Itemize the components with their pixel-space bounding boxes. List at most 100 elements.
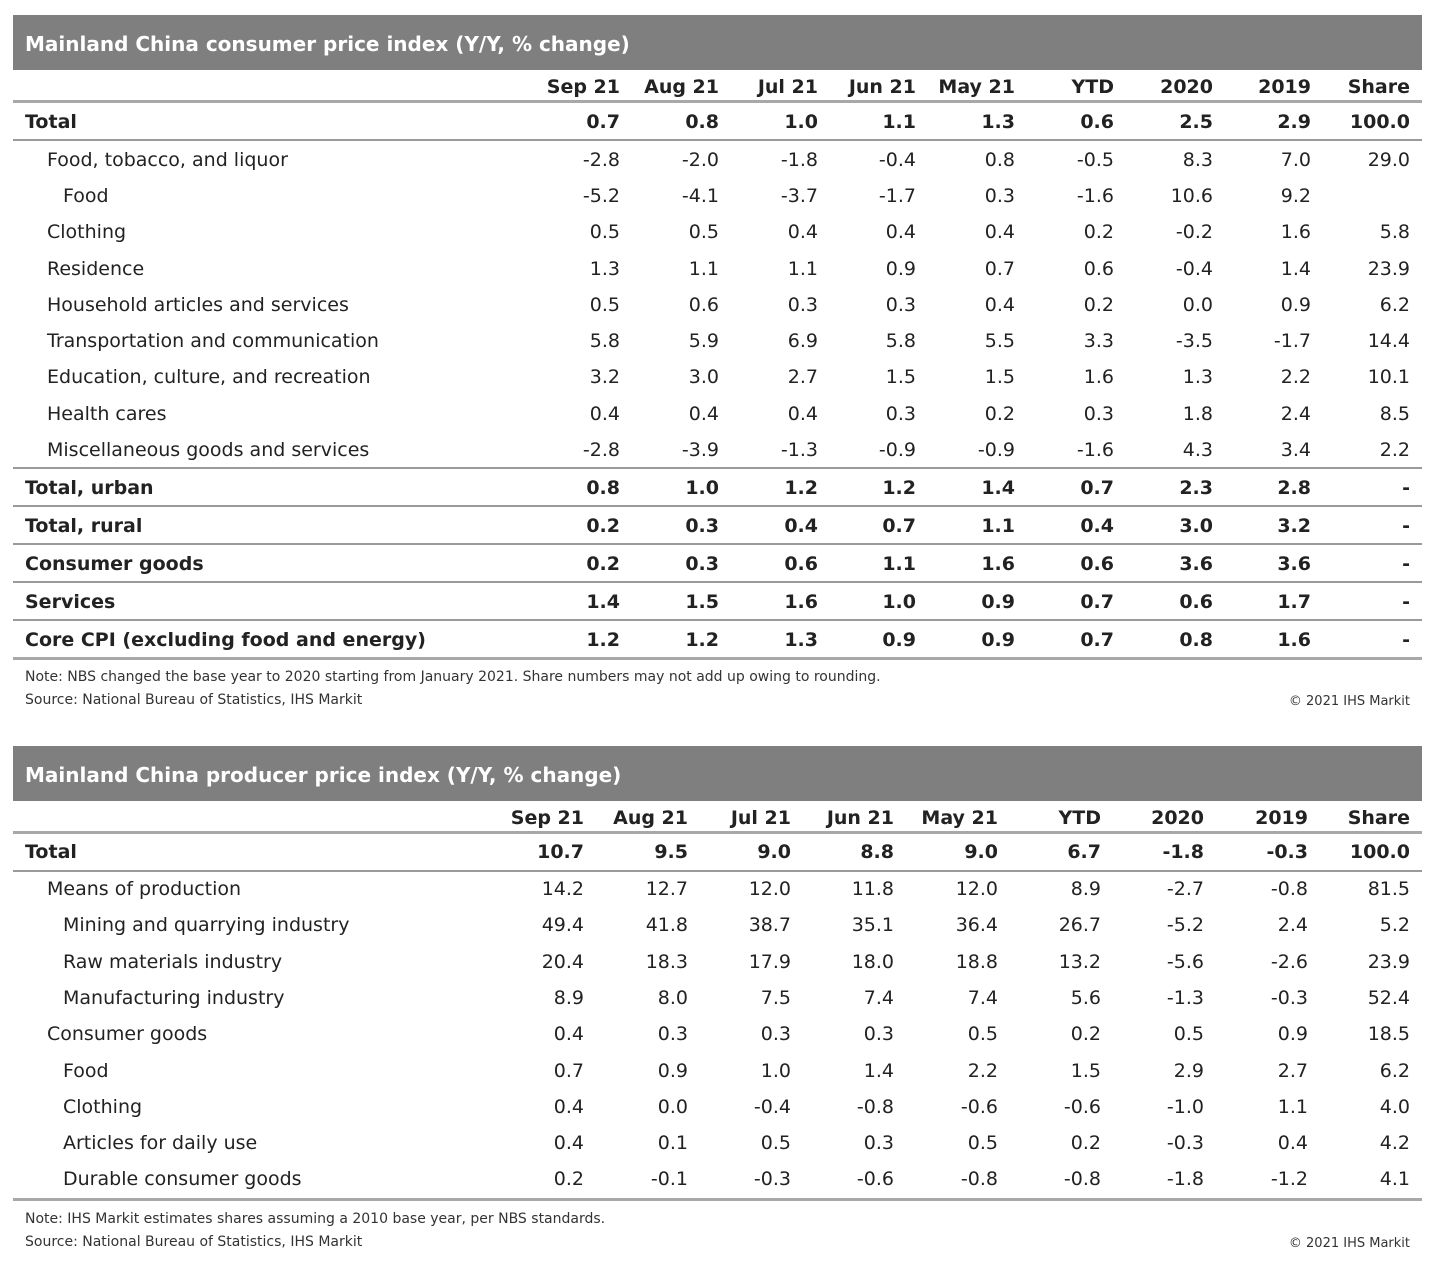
cpi-table-cell: 5.8 xyxy=(1379,221,1410,243)
ppi-table-cell: 0.4 xyxy=(553,1023,584,1045)
cpi-table-row: Total 0.7 0.8 1.0 1.1 1.3 0.6 2.5 2.9 100.0 xyxy=(13,104,1422,140)
ppi-row-label: Raw materials industry xyxy=(63,951,283,973)
cpi-row-label: Clothing xyxy=(47,221,127,243)
ppi-table-cell: 4.1 xyxy=(1379,1168,1410,1190)
ppi-table-cell: 9.5 xyxy=(654,841,688,863)
cpi-column-header: Sep 21 xyxy=(546,76,620,98)
cpi-table-row: Total, urban 0.8 1.0 1.2 1.2 1.4 0.7 2.3 2.8 - xyxy=(13,470,1422,506)
cpi-row-label: Household articles and services xyxy=(47,294,349,316)
ppi-table-cell: 0.9 xyxy=(1277,1023,1308,1045)
ppi-table-cell: 0.5 xyxy=(967,1023,998,1045)
cpi-table-cell: 4.3 xyxy=(1182,439,1213,461)
cpi-table-cell: 9.2 xyxy=(1280,185,1311,207)
cpi-table-cell: 0.5 xyxy=(589,294,620,316)
ppi-column-header: YTD xyxy=(1058,807,1102,829)
cpi-table-cell: 0.2 xyxy=(984,403,1015,425)
cpi-table-cell: 0.0 xyxy=(1182,294,1213,316)
ppi-table-cell: -1.8 xyxy=(1166,1168,1204,1190)
cpi-row-divider xyxy=(13,139,1422,141)
ppi-column-header: Aug 21 xyxy=(613,807,688,829)
cpi-table-cell: - xyxy=(1402,477,1410,499)
ppi-table-cell: -1.0 xyxy=(1166,1096,1204,1118)
cpi-table-cell: 0.4 xyxy=(885,221,916,243)
cpi-table-cell: -1.7 xyxy=(878,185,916,207)
cpi-table-cell: 0.4 xyxy=(784,515,818,537)
cpi-row-label: Services xyxy=(25,591,116,613)
cpi-table-cell: 0.9 xyxy=(981,591,1015,613)
ppi-header-rule xyxy=(13,831,1422,834)
ppi-table-row: Consumer goods 0.4 0.3 0.3 0.3 0.5 0.2 0.5 0.9 18… xyxy=(13,1016,1422,1052)
ppi-table-row: Raw materials industry 20.4 18.3 17.9 18.0 18… xyxy=(13,944,1422,980)
cpi-table-cell: 1.6 xyxy=(1277,629,1311,651)
cpi-table-cell: 2.4 xyxy=(1280,403,1311,425)
ppi-table-cell: 8.9 xyxy=(1070,878,1101,900)
ppi-table-cell: 1.5 xyxy=(1070,1060,1101,1082)
cpi-table-cell: 1.2 xyxy=(784,477,818,499)
cpi-row-label: Core CPI (excluding food and energy) xyxy=(25,629,426,651)
ppi-column-header: May 21 xyxy=(921,807,998,829)
cpi-table-cell: 1.1 xyxy=(981,515,1015,537)
cpi-table-cell: -1.6 xyxy=(1076,439,1114,461)
cpi-table-cell: 0.6 xyxy=(784,553,818,575)
ppi-table-cell: -2.7 xyxy=(1166,878,1204,900)
ppi-table-cell: 4.0 xyxy=(1379,1096,1410,1118)
cpi-table-cell: 0.5 xyxy=(688,221,719,243)
cpi-table-cell: -0.9 xyxy=(878,439,916,461)
cpi-table-cell: 0.7 xyxy=(1080,629,1114,651)
cpi-table-cell: 0.2 xyxy=(586,515,620,537)
ppi-table-cell: 10.7 xyxy=(537,841,584,863)
cpi-table-cell: 3.6 xyxy=(1179,553,1213,575)
cpi-table-cell: 0.7 xyxy=(1080,477,1114,499)
cpi-column-header: YTD xyxy=(1071,76,1115,98)
cpi-table-row: Core CPI (excluding food and energy) 1.2 1… xyxy=(13,622,1422,658)
ppi-table-cell: 9.0 xyxy=(964,841,998,863)
ppi-column-header: 2019 xyxy=(1255,807,1308,829)
ppi-table-cell: 18.0 xyxy=(851,951,894,973)
cpi-table-cell: 0.6 xyxy=(1080,553,1114,575)
ppi-table-row: Mining and quarrying industry 49.4 41.8 38.… xyxy=(13,907,1422,943)
cpi-table-cell: -3.7 xyxy=(780,185,818,207)
cpi-table-cell: -2.0 xyxy=(681,149,719,171)
ppi-table-cell: 11.8 xyxy=(851,878,894,900)
ppi-row-label: Articles for daily use xyxy=(63,1132,258,1154)
ppi-table-row: Food 0.7 0.9 1.0 1.4 2.2 1.5 2.9 2.7 6.2 xyxy=(13,1053,1422,1089)
cpi-table-cell: 0.2 xyxy=(1083,294,1114,316)
cpi-column-header: Jun 21 xyxy=(848,76,916,98)
cpi-row-divider xyxy=(13,543,1422,545)
ppi-table-row: Total 10.7 9.5 9.0 8.8 9.0 6.7 -1.8 -0.3 100.0 xyxy=(13,834,1422,870)
ppi-table-cell: 0.1 xyxy=(657,1132,688,1154)
ppi-table-cell: 14.2 xyxy=(541,878,584,900)
cpi-table-cell: -1.3 xyxy=(780,439,818,461)
cpi-row-label: Consumer goods xyxy=(25,553,204,575)
cpi-source: Source: National Bureau of Statistics, I… xyxy=(25,692,363,708)
ppi-table-cell: 1.0 xyxy=(760,1060,791,1082)
cpi-table-cell: 0.7 xyxy=(1080,591,1114,613)
ppi-table-row: Articles for daily use 0.4 0.1 0.5 0.3 0.5 0.2… xyxy=(13,1125,1422,1161)
cpi-table-cell: -3.5 xyxy=(1175,330,1213,352)
cpi-table-cell: 0.2 xyxy=(1083,221,1114,243)
cpi-column-header: Share xyxy=(1347,76,1410,98)
cpi-table-cell: 10.6 xyxy=(1170,185,1213,207)
ppi-column-header: 2020 xyxy=(1151,807,1204,829)
cpi-table-cell: 0.4 xyxy=(984,221,1015,243)
cpi-table-cell: -5.2 xyxy=(582,185,620,207)
ppi-title: Mainland China producer price index (Y/Y… xyxy=(13,746,1422,801)
ppi-table-cell: 0.3 xyxy=(657,1023,688,1045)
cpi-table-cell: 0.3 xyxy=(885,294,916,316)
ppi-table-cell: -0.3 xyxy=(753,1168,791,1190)
cpi-table-cell: 3.2 xyxy=(589,366,620,388)
cpi-table-cell: - xyxy=(1402,515,1410,537)
ppi-table-cell: 18.5 xyxy=(1367,1023,1410,1045)
cpi-table-row: Clothing 0.5 0.5 0.4 0.4 0.4 0.2 -0.2 1.6 5.8 xyxy=(13,214,1422,250)
ppi-table-cell: 2.4 xyxy=(1277,914,1308,936)
cpi-table-cell: -2.8 xyxy=(582,439,620,461)
cpi-table-cell: 5.8 xyxy=(885,330,916,352)
cpi-table-cell: 1.5 xyxy=(984,366,1015,388)
cpi-table-cell: 0.6 xyxy=(1083,258,1114,280)
cpi-table-row: Transportation and communication 5.8 5.9 6.… xyxy=(13,323,1422,359)
cpi-table-cell: 0.3 xyxy=(1083,403,1114,425)
cpi-table-cell: 0.7 xyxy=(882,515,916,537)
cpi-table-cell: -3.9 xyxy=(681,439,719,461)
cpi-table-row: Household articles and services 0.5 0.6 0.3… xyxy=(13,287,1422,323)
ppi-table-cell: -1.8 xyxy=(1162,841,1204,863)
